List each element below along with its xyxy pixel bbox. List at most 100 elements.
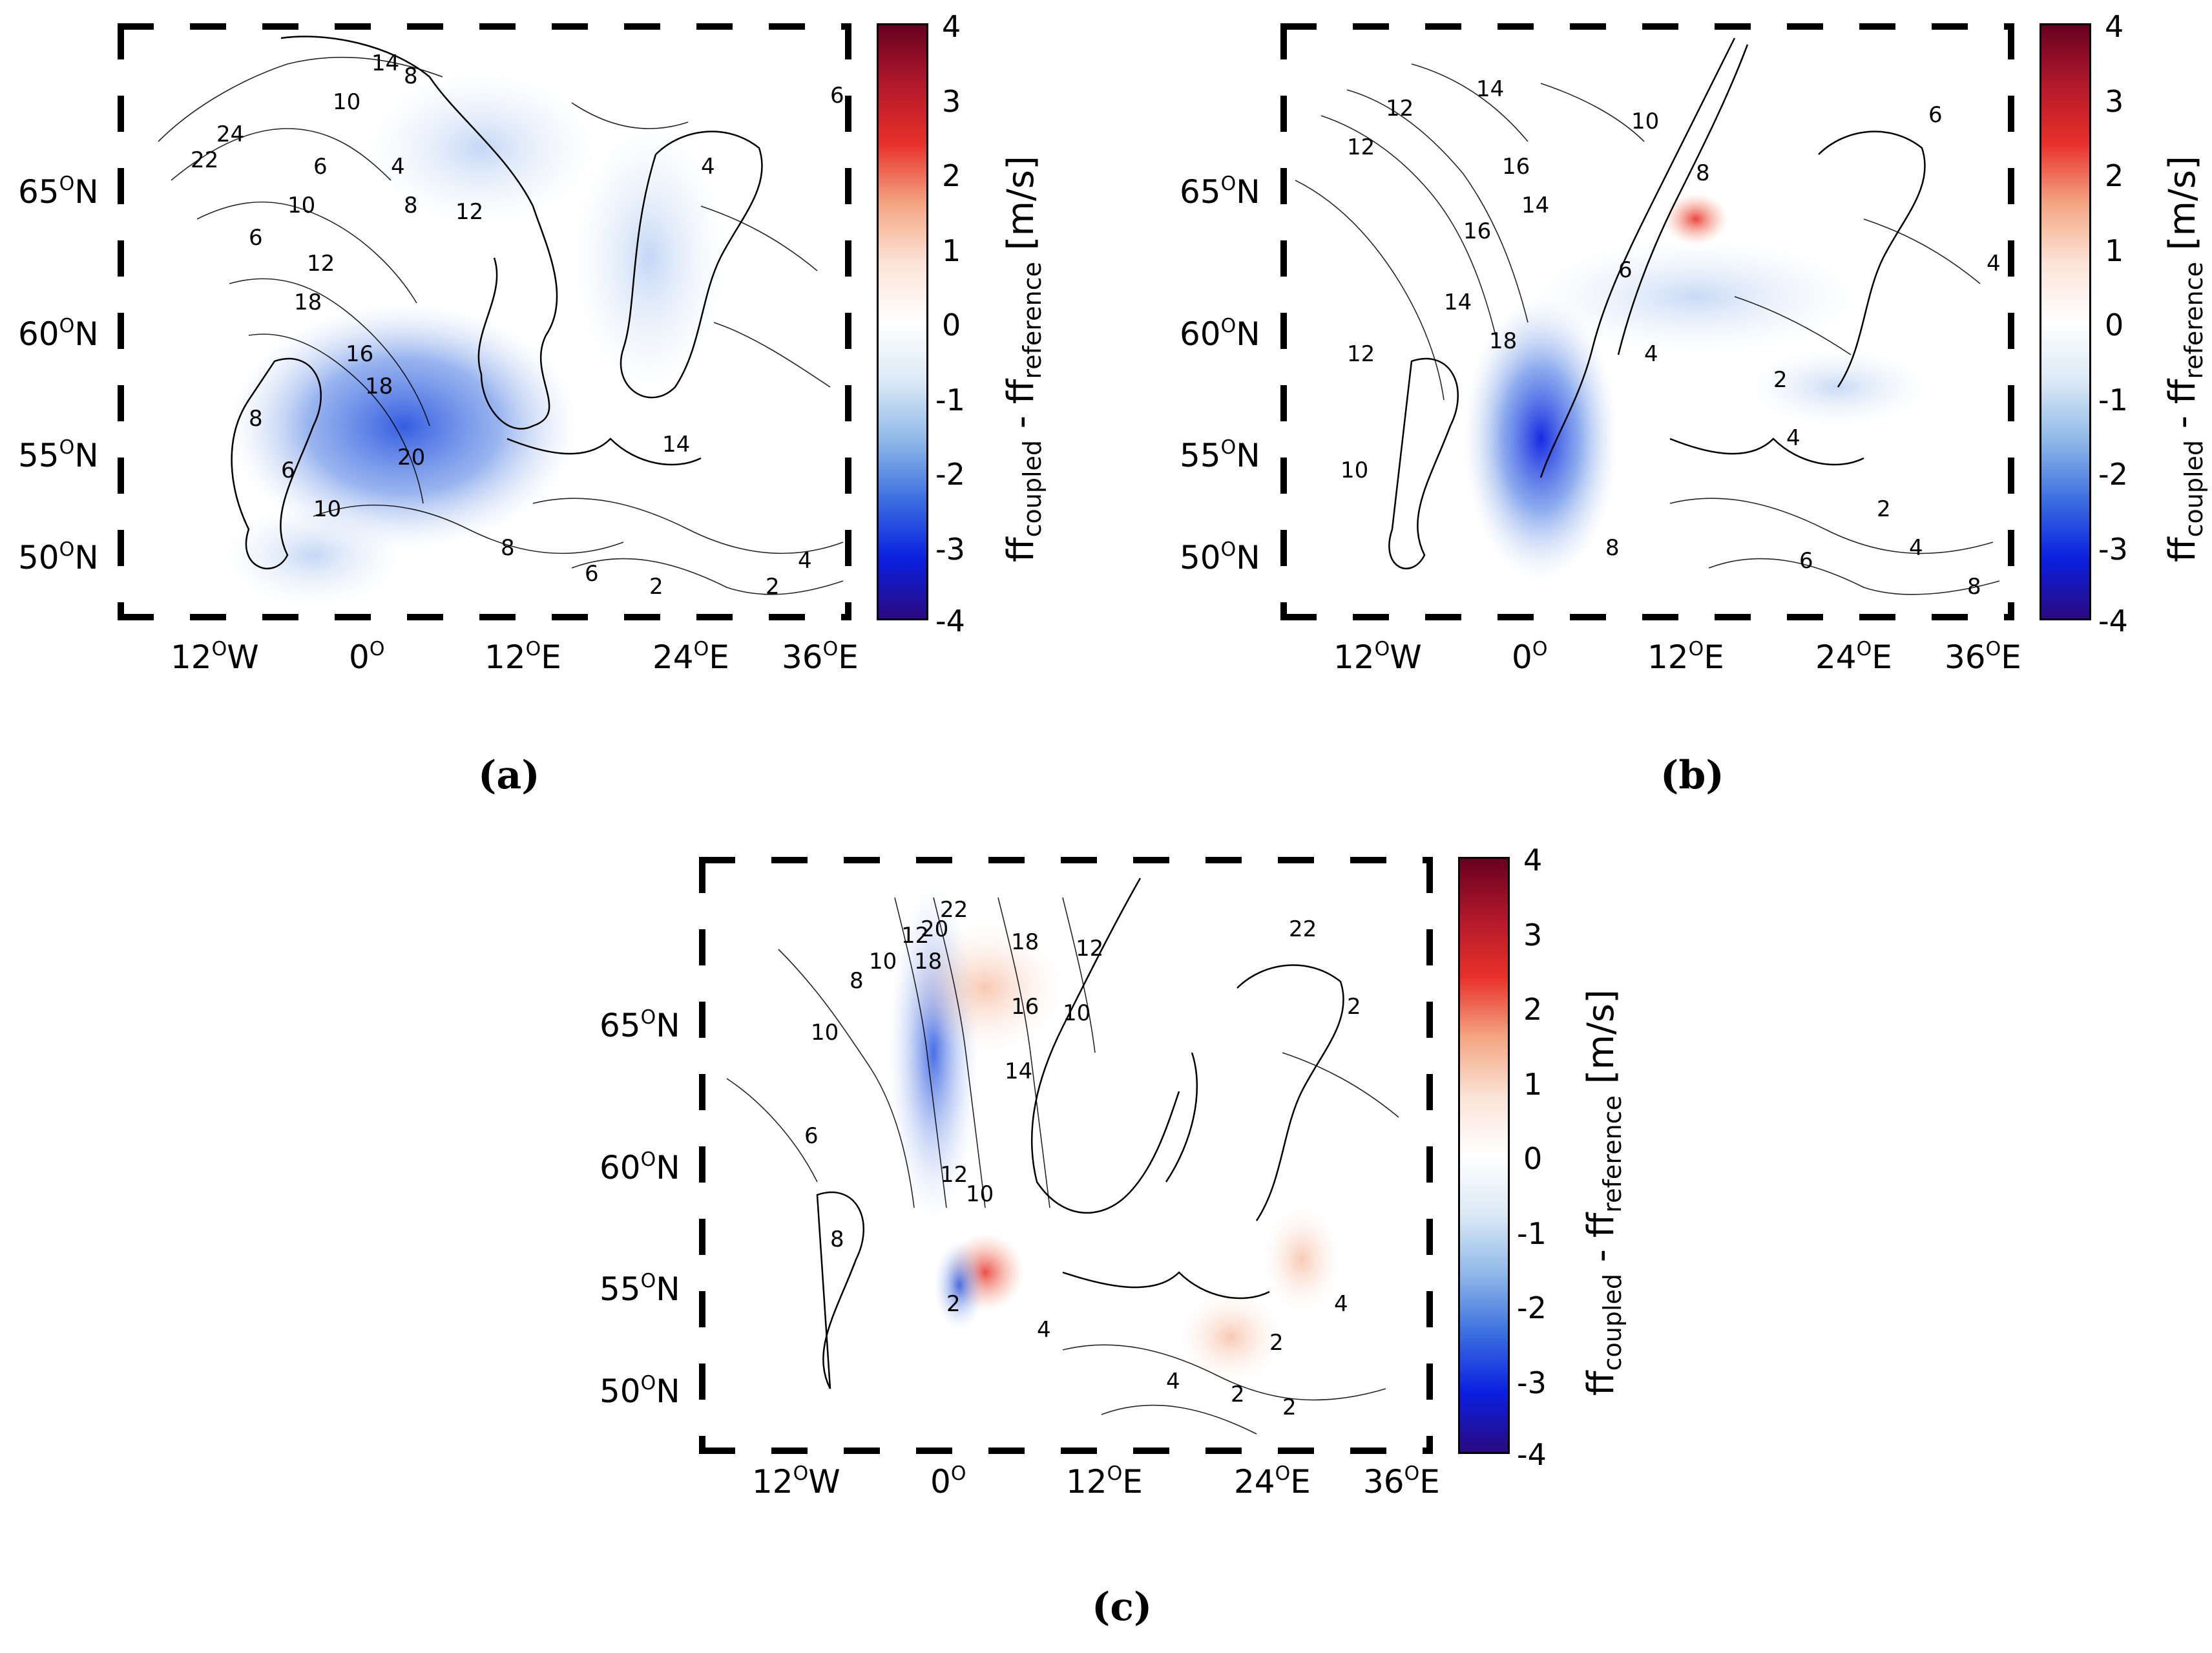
contour-label: 18 <box>914 949 942 974</box>
contour-label: 6 <box>585 561 599 587</box>
contour-label: 8 <box>404 193 418 218</box>
colorbar-tick: -3 <box>1517 1365 1547 1400</box>
lat-label: 50ON <box>1180 538 1260 576</box>
colorbar-tick: 3 <box>942 84 961 119</box>
contour-label: 10 <box>287 193 315 218</box>
frame-left-ticks <box>1280 23 1287 620</box>
contour-label: 8 <box>850 968 864 994</box>
colorbar-tick: -4 <box>1517 1437 1547 1472</box>
lon-label: 12OE <box>1647 638 1724 676</box>
contour-label: 4 <box>1786 425 1800 451</box>
contour-label: 8 <box>1967 574 1981 600</box>
colorbar-tick: 3 <box>2105 84 2124 119</box>
contour-label: 16 <box>1011 994 1039 1020</box>
contour-label: 4 <box>1909 535 1923 561</box>
frame-right-ticks <box>2008 23 2014 620</box>
contour-label: 2 <box>649 574 663 600</box>
contour-label: 8 <box>404 63 418 89</box>
contour-label: 14 <box>1476 76 1504 102</box>
contour-label: 10 <box>966 1181 994 1207</box>
contour-label: 2 <box>1269 1330 1284 1356</box>
wind-difference-field <box>934 1240 985 1331</box>
wind-speed-contours <box>726 897 1399 1435</box>
contour-label: 22 <box>1289 916 1317 942</box>
panel-c: 8 10 12 18 20 22 16 18 14 12 10 12 10 8 … <box>581 834 1632 1653</box>
lat-label: 55ON <box>18 436 99 474</box>
colorbar-tick: 2 <box>942 158 961 193</box>
lon-label: 36OE <box>782 638 859 676</box>
contour-label: 6 <box>281 458 295 483</box>
contour-label: 12 <box>455 199 483 225</box>
colorbar-tick: -4 <box>935 604 965 638</box>
contour-label: 12 <box>1347 341 1375 367</box>
contour-label: 4 <box>1644 341 1658 367</box>
colorbar-tick: -1 <box>935 383 965 417</box>
map-canvas: 8 10 12 18 20 22 16 18 14 12 10 12 10 8 … <box>726 878 1399 1435</box>
colorbar-tick: -1 <box>2098 383 2128 417</box>
frame-bottom-ticks <box>118 614 851 620</box>
wind-difference-field <box>223 503 404 607</box>
contour-label: 10 <box>1631 109 1659 134</box>
contour-label: 18 <box>294 290 322 315</box>
contour-label: 2 <box>766 574 780 600</box>
panel-b: 12 14 16 12 14 16 18 12 14 10 8 6 4 2 4 … <box>1162 0 2212 827</box>
contour-label: 14 <box>1521 193 1549 218</box>
contour-label: 16 <box>346 341 373 367</box>
colorbar <box>877 23 928 620</box>
frame-top-ticks <box>699 857 1433 863</box>
colorbar-tick: 4 <box>2105 9 2124 44</box>
wind-difference-field <box>1463 297 1618 581</box>
lat-label: 65ON <box>18 173 99 211</box>
wind-speed-contours <box>1295 63 2000 595</box>
panel-caption: (b) <box>1660 753 1724 798</box>
colorbar-title: ffcoupled - ffreference [m/s] <box>1000 156 1047 562</box>
wind-difference-field <box>229 303 578 549</box>
wind-difference-field <box>1664 193 1728 245</box>
wind-difference-field <box>365 70 598 226</box>
colorbar-tick: 0 <box>2105 308 2124 342</box>
lon-label: 12OW <box>1333 638 1422 676</box>
contour-label: 4 <box>391 154 405 180</box>
frame-left-ticks <box>118 23 124 620</box>
panel-caption: (a) <box>478 753 540 798</box>
contour-label: 22 <box>940 897 968 923</box>
contour-label: 2 <box>1877 496 1891 522</box>
contour-label: 8 <box>1696 160 1710 186</box>
lon-label: 36OE <box>1945 638 2021 676</box>
lon-label: 0O <box>349 638 385 676</box>
map-frame: 12 14 16 12 14 16 18 12 14 10 8 6 4 2 4 … <box>1280 23 2014 620</box>
contour-label: 18 <box>1489 328 1517 354</box>
colorbar-tick: 0 <box>942 308 961 342</box>
lon-label: 24OE <box>1234 1462 1311 1500</box>
lat-label: 65ON <box>1180 173 1260 211</box>
colorbar-tick: 3 <box>1523 918 1543 953</box>
contour-label: 22 <box>191 147 218 173</box>
frame-right-ticks <box>1426 857 1433 1454</box>
colorbar-title: ffcoupled - ffreference [m/s] <box>2162 156 2209 562</box>
contour-label: 2 <box>1282 1395 1297 1420</box>
contour-label: 14 <box>1444 290 1472 315</box>
contour-label: 10 <box>869 949 897 974</box>
frame-bottom-ticks <box>699 1448 1433 1454</box>
colorbar-tick: -2 <box>935 457 965 492</box>
panel-a: 14 8 10 24 22 6 4 12 10 8 6 18 16 18 20 … <box>0 0 1098 827</box>
contour-label: 12 <box>1076 936 1103 962</box>
colorbar <box>2040 23 2091 620</box>
wind-difference-field <box>1179 1292 1282 1382</box>
contour-label: 8 <box>249 406 263 432</box>
contour-label: 10 <box>333 89 360 115</box>
contour-label: 2 <box>1231 1382 1245 1407</box>
contour-label: 20 <box>397 445 425 470</box>
contour-label: 4 <box>1334 1291 1348 1317</box>
panel-caption: (c) <box>1092 1585 1153 1630</box>
colorbar-tick: -3 <box>935 532 965 567</box>
contour-label: 10 <box>811 1020 839 1046</box>
coastline <box>231 36 763 570</box>
map-canvas: 14 8 10 24 22 6 4 12 10 8 6 18 16 18 20 … <box>158 36 844 607</box>
lon-label: 12OE <box>485 638 561 676</box>
lat-label: 60ON <box>600 1148 680 1186</box>
contour-label: 6 <box>1928 102 1943 128</box>
frame-right-ticks <box>845 23 851 620</box>
contour-labels: 12 14 16 12 14 16 18 12 14 10 8 6 4 2 4 … <box>1341 76 2001 600</box>
contour-label: 6 <box>313 154 328 180</box>
